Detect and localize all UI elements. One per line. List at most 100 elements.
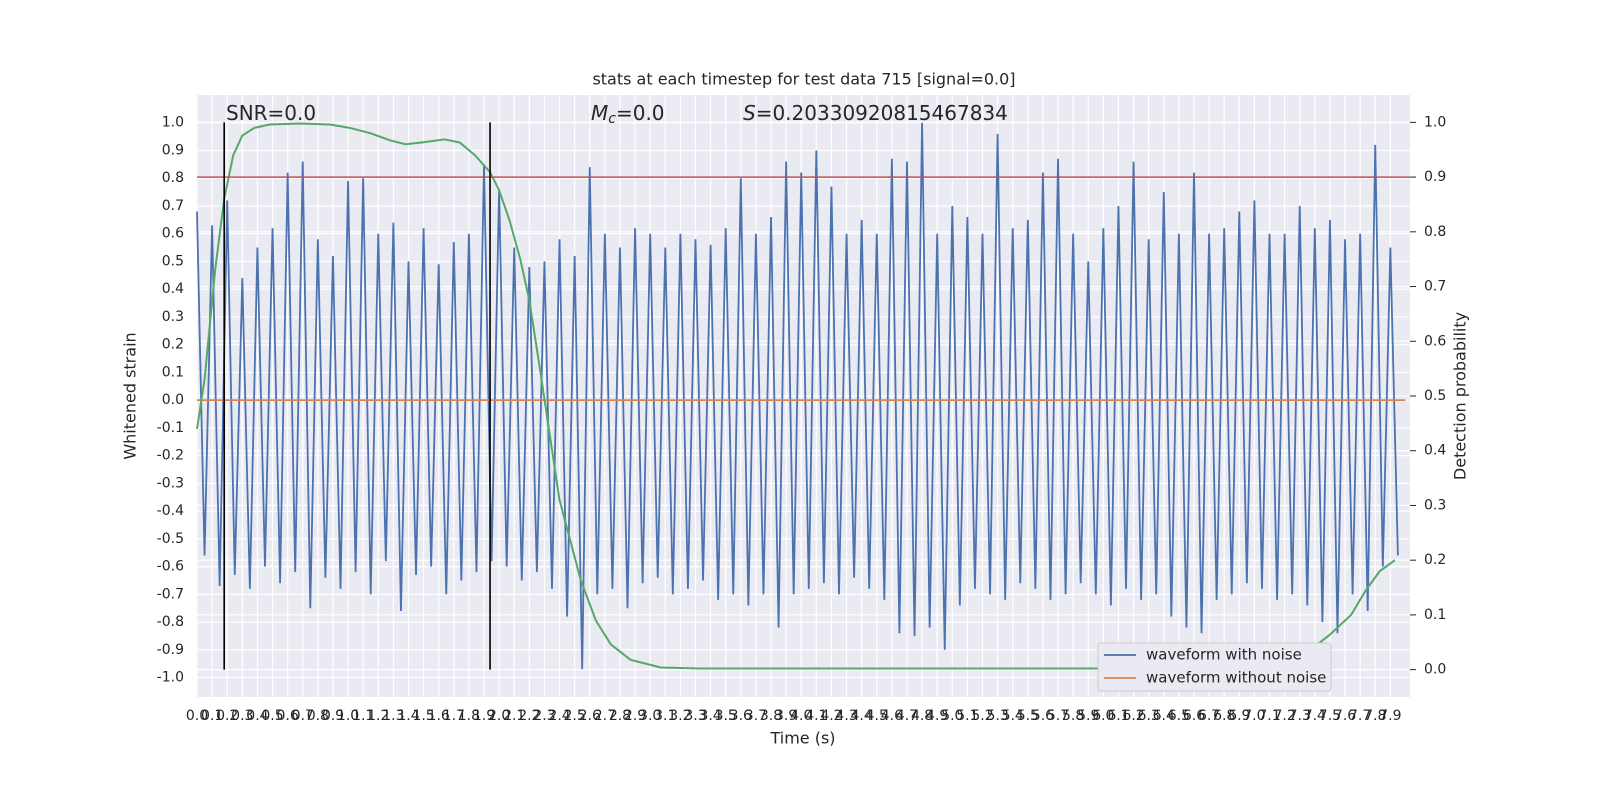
- x-tick-label: 1.9: [473, 708, 495, 724]
- x-tick-label: 6.2: [1122, 708, 1144, 724]
- x-tick-label: 4.0: [790, 708, 812, 724]
- x-tick-label: 2.3: [533, 708, 555, 724]
- annotation: S=0.20330920815467834: [743, 101, 1008, 125]
- x-tick-label: 0.1: [201, 708, 223, 724]
- y-tick-label: 0.9: [162, 142, 184, 158]
- x-tick-label: 5.8: [1062, 708, 1084, 724]
- y-axis-label: Whitened strain: [121, 332, 140, 459]
- y2-axis-label: Detection probability: [1451, 312, 1470, 480]
- y-tick-label: -0.3: [157, 475, 184, 491]
- annotation-text: SNR=0.0: [226, 101, 316, 125]
- x-tick-label: 2.4: [548, 708, 570, 724]
- y2-tick-label: 0.3: [1424, 497, 1446, 513]
- x-tick-label: 1.7: [443, 708, 465, 724]
- x-tick-label: 3.2: [669, 708, 691, 724]
- x-tick-label: 5.7: [1047, 708, 1069, 724]
- x-tick-label: 1.5: [412, 708, 434, 724]
- x-tick-label: 6.5: [1168, 708, 1190, 724]
- x-tick-label: 7.6: [1334, 708, 1356, 724]
- y-tick-label: -0.2: [157, 448, 184, 464]
- x-tick-label: 4.8: [911, 708, 933, 724]
- y2-tick-label: 1.0: [1424, 114, 1446, 130]
- annotation-text: =0.0: [616, 101, 665, 125]
- x-tick-label: 4.1: [805, 708, 827, 724]
- x-tick-label: 4.3: [835, 708, 857, 724]
- annotation-subscript: c: [608, 111, 616, 127]
- x-tick-label: 3.7: [745, 708, 767, 724]
- y2-tick-label: 0.6: [1424, 333, 1446, 349]
- x-tick-label: 0.7: [292, 708, 314, 724]
- y2-tick-label: 0.2: [1424, 552, 1446, 568]
- x-tick-label: 5.0: [941, 708, 963, 724]
- y2-tick-label: 0.5: [1424, 388, 1446, 404]
- x-tick-label: 0.4: [246, 708, 268, 724]
- x-tick-label: 6.3: [1138, 708, 1160, 724]
- x-tick-label: 3.8: [760, 708, 782, 724]
- y-tick-label: 0.3: [162, 309, 184, 325]
- x-tick-label: 5.3: [986, 708, 1008, 724]
- x-tick-label: 2.8: [609, 708, 631, 724]
- y2-tick-label: 0.0: [1424, 662, 1446, 678]
- x-tick-label: 6.4: [1153, 708, 1175, 724]
- x-tick-label: 3.1: [654, 708, 676, 724]
- x-tick-label: 0.2: [216, 708, 238, 724]
- x-tick-label: 1.0: [337, 708, 359, 724]
- x-tick-label: 2.9: [624, 708, 646, 724]
- y-tick-label: -0.4: [157, 503, 184, 519]
- y-tick-label: 0.6: [162, 226, 184, 242]
- x-tick-label: 3.6: [730, 708, 752, 724]
- x-tick-label: 6.6: [1183, 708, 1205, 724]
- x-tick-label: 7.8: [1364, 708, 1386, 724]
- series-line: [196, 122, 1399, 670]
- x-tick-label: 1.8: [458, 708, 480, 724]
- legend-box: [1097, 642, 1332, 692]
- x-tick-label: 2.0: [488, 708, 510, 724]
- x-tick-label: 2.5: [564, 708, 586, 724]
- x-tick-label: 3.9: [775, 708, 797, 724]
- x-tick-label: 5.5: [1017, 708, 1039, 724]
- x-tick-label: 7.9: [1379, 708, 1401, 724]
- y2-tick-label: 0.9: [1424, 169, 1446, 185]
- y-tick-label: 0.4: [162, 281, 184, 297]
- x-tick-label: 1.1: [352, 708, 374, 724]
- x-tick-label: 7.0: [1243, 708, 1265, 724]
- x-tick-label: 4.2: [820, 708, 842, 724]
- x-tick-label: 4.5: [866, 708, 888, 724]
- x-tick-label: 5.9: [1077, 708, 1099, 724]
- x-tick-label: 6.9: [1228, 708, 1250, 724]
- x-tick-label: 7.1: [1258, 708, 1280, 724]
- x-tick-label: 3.5: [715, 708, 737, 724]
- y-tick-label: 0.2: [162, 337, 184, 353]
- x-tick-label: 1.4: [397, 708, 419, 724]
- x-tick-label: 5.4: [1002, 708, 1024, 724]
- y-tick-label: 0.0: [162, 392, 184, 408]
- y-tick-label: -0.7: [157, 586, 184, 602]
- x-tick-label: 7.3: [1289, 708, 1311, 724]
- x-tick-label: 0.9: [322, 708, 344, 724]
- y-tick-label: -1.0: [157, 670, 184, 686]
- x-tick-label: 4.7: [896, 708, 918, 724]
- x-tick-label: 3.3: [684, 708, 706, 724]
- x-tick-label: 2.1: [503, 708, 525, 724]
- y2-tick-label: 0.8: [1424, 224, 1446, 240]
- y-tick-label: -0.5: [157, 531, 184, 547]
- x-tick-label: 7.7: [1349, 708, 1371, 724]
- x-axis-label: Time (s): [769, 729, 835, 748]
- x-tick-label: 6.8: [1213, 708, 1235, 724]
- x-tick-label: 6.0: [1092, 708, 1114, 724]
- annotation-symbol: M: [591, 101, 608, 125]
- annotation-symbol: S: [743, 101, 756, 125]
- x-tick-label: 2.2: [518, 708, 540, 724]
- y2-tick-label: 0.1: [1424, 607, 1446, 623]
- x-tick-label: 6.7: [1198, 708, 1220, 724]
- legend-label: waveform without noise: [1146, 669, 1326, 687]
- x-tick-label: 4.9: [926, 708, 948, 724]
- x-tick-label: 0.6: [277, 708, 299, 724]
- x-tick-label: 0.8: [307, 708, 329, 724]
- y-tick-label: 0.7: [162, 198, 184, 214]
- y2-tick-label: 0.4: [1424, 443, 1446, 459]
- x-tick-label: 4.6: [881, 708, 903, 724]
- x-tick-label: 7.5: [1319, 708, 1341, 724]
- x-tick-label: 3.0: [639, 708, 661, 724]
